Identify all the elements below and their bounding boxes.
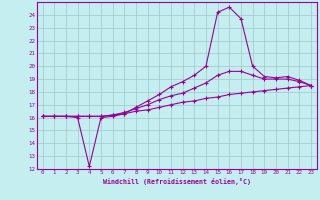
X-axis label: Windchill (Refroidissement éolien,°C): Windchill (Refroidissement éolien,°C) bbox=[103, 178, 251, 185]
